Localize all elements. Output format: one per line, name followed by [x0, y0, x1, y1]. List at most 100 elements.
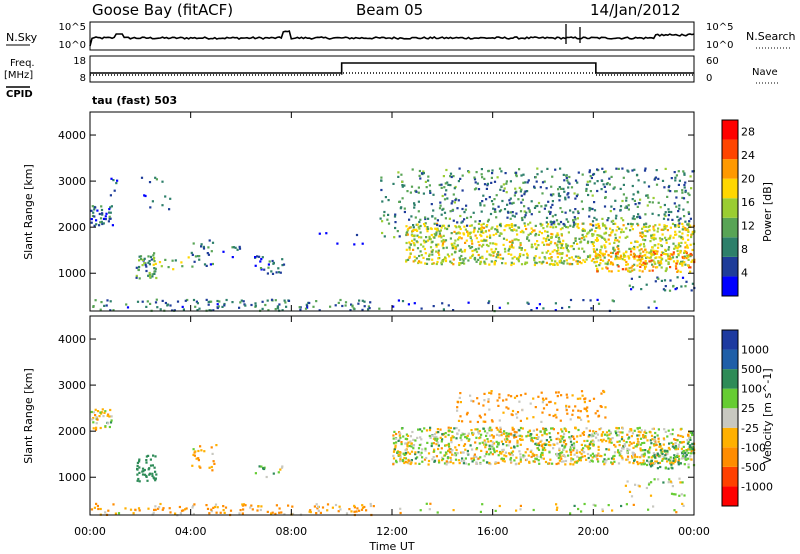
heatmap-cell — [426, 230, 429, 233]
heatmap-cell — [215, 511, 218, 514]
heatmap-cell — [392, 305, 395, 308]
heatmap-cell — [586, 406, 589, 409]
heatmap-cell — [274, 308, 277, 311]
heatmap-cell — [387, 199, 390, 202]
heatmap-cell — [688, 436, 691, 439]
heatmap-cell — [625, 227, 628, 230]
heatmap-cell — [515, 171, 518, 174]
heatmap-cell — [538, 261, 541, 264]
heatmap-cell — [655, 448, 658, 451]
heatmap-cell — [650, 249, 653, 252]
heatmap-cell — [689, 431, 692, 434]
heatmap-cell — [451, 430, 454, 433]
heatmap-cell — [276, 307, 279, 310]
heatmap-cell — [601, 236, 604, 239]
heatmap-cell — [566, 193, 569, 196]
heatmap-cell — [533, 185, 536, 188]
heatmap-cell — [626, 480, 629, 483]
heatmap-cell — [608, 429, 611, 432]
heatmap-cell — [614, 217, 618, 220]
heatmap-cell — [549, 206, 553, 209]
heatmap-cell — [429, 436, 432, 439]
heatmap-cell — [616, 251, 619, 254]
heatmap-cell — [474, 234, 477, 237]
heatmap-cell — [478, 414, 481, 417]
heatmap-cell — [548, 263, 551, 266]
heatmap-cell — [612, 455, 615, 458]
heatmap-cell — [483, 260, 486, 263]
heatmap-cell — [563, 190, 566, 193]
heatmap-cell — [353, 504, 356, 507]
heatmap-cell — [383, 210, 386, 214]
heatmap-cell — [671, 222, 675, 225]
heatmap-cell — [654, 262, 657, 265]
heatmap-cell — [593, 201, 596, 204]
heatmap-cell — [618, 451, 621, 454]
heatmap-cell — [336, 242, 339, 245]
heatmap-cell — [454, 458, 458, 461]
heatmap-cell — [432, 305, 435, 308]
heatmap-cell — [198, 255, 201, 258]
heatmap-cell — [664, 467, 667, 470]
heatmap-cell — [550, 232, 553, 236]
heatmap-cell — [510, 446, 513, 449]
heatmap-cell — [409, 462, 412, 466]
heatmap-cell — [534, 442, 537, 446]
heatmap-cell — [483, 392, 486, 395]
heatmap-cell — [588, 460, 591, 463]
heatmap-cell — [507, 211, 510, 214]
heatmap-cell — [195, 457, 198, 460]
heatmap-cell — [456, 244, 459, 247]
heatmap-cell — [473, 178, 477, 181]
heatmap-cell — [241, 503, 244, 506]
heatmap-cell — [554, 309, 557, 312]
heatmap-cell — [653, 233, 656, 236]
heatmap-cell — [450, 439, 453, 442]
heatmap-cell — [630, 277, 633, 280]
heatmap-cell — [524, 181, 527, 184]
heatmap-cell — [409, 191, 412, 194]
heatmap-cell — [551, 250, 554, 253]
heatmap-cell — [482, 231, 485, 234]
heatmap-cell — [154, 479, 157, 482]
heatmap-cell — [551, 203, 554, 206]
heatmap-cell — [657, 177, 660, 180]
heatmap-cell — [575, 449, 579, 452]
heatmap-cell — [208, 512, 211, 515]
heatmap-cell — [607, 504, 610, 507]
heatmap-cell — [392, 182, 395, 185]
heatmap-cell — [560, 233, 563, 236]
heatmap-cell — [685, 250, 688, 253]
heatmap-cell — [284, 301, 287, 304]
heatmap-cell — [686, 244, 689, 247]
heatmap-cell — [624, 255, 627, 258]
heatmap-cell — [542, 457, 545, 460]
colorbar-tick-label: 8 — [741, 243, 748, 256]
heatmap-cell — [499, 253, 502, 256]
heatmap-cell — [462, 462, 465, 465]
heatmap-cell — [639, 449, 642, 452]
heatmap-cell — [682, 257, 686, 260]
heatmap-cell — [520, 435, 524, 438]
heatmap-cell — [589, 229, 592, 232]
heatmap-cell — [638, 255, 641, 258]
heatmap-cell — [676, 454, 679, 458]
heatmap-cell — [577, 226, 580, 230]
heatmap-cell — [405, 437, 408, 441]
heatmap-cell — [683, 172, 686, 175]
heatmap-cell — [392, 450, 396, 453]
heatmap-cell — [141, 473, 145, 476]
heatmap-cell — [439, 229, 442, 232]
heatmap-cell — [338, 505, 341, 508]
heatmap-cell — [452, 219, 455, 222]
heatmap-cell — [653, 244, 656, 247]
heatmap-cell — [592, 434, 595, 438]
heatmap-cell — [636, 440, 640, 443]
heatmap-cell — [437, 243, 440, 246]
heatmap-cell — [630, 250, 633, 253]
heatmap-cell — [629, 253, 632, 256]
heatmap-cell — [562, 448, 565, 451]
heatmap-cell — [628, 461, 631, 464]
heatmap-cell — [566, 244, 569, 247]
heatmap-cell — [450, 253, 454, 256]
